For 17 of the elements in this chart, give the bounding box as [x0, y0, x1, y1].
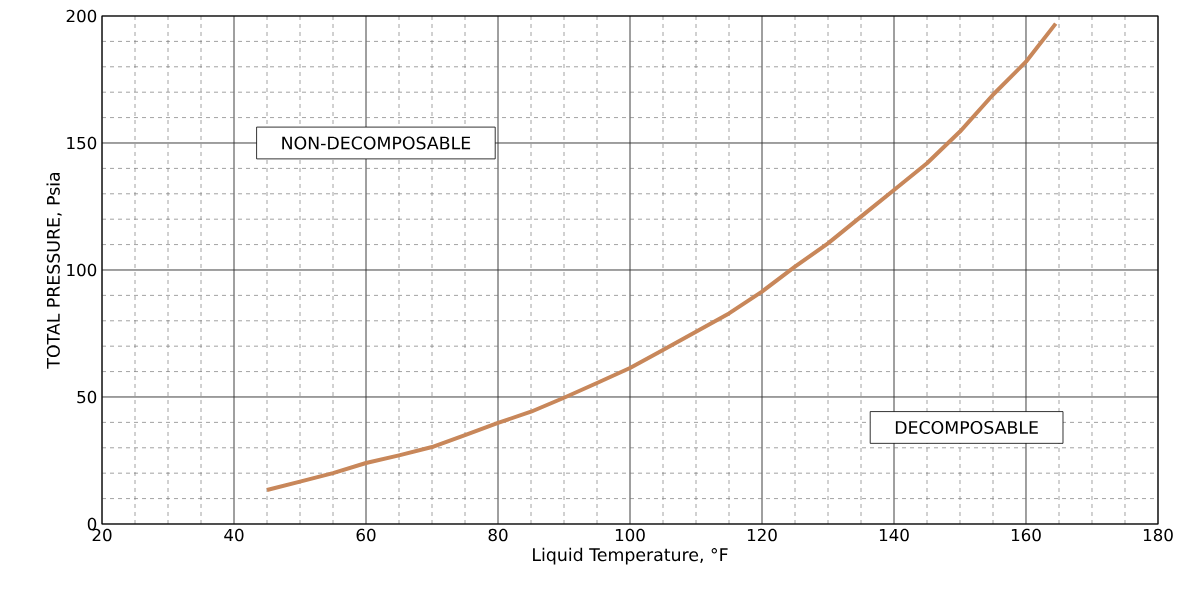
y-tick-label: 150 — [67, 136, 97, 150]
x-tick-label: 60 — [356, 528, 376, 542]
x-axis-title: Liquid Temperature, °F — [533, 547, 728, 565]
y-axis-title: TOTAL PRESSURE, Psia — [46, 172, 62, 369]
y-tick-label: 200 — [66, 9, 97, 23]
y-tick-label: 100 — [67, 263, 97, 277]
x-tick-label: 40 — [224, 528, 244, 542]
x-tick-label: 160 — [1011, 528, 1041, 542]
x-tick-label: 140 — [879, 528, 909, 542]
x-tick-label: 180 — [1143, 528, 1173, 542]
x-tick-label: 100 — [615, 528, 645, 542]
x-tick-label: 120 — [747, 528, 777, 542]
x-tick-label: 80 — [488, 528, 508, 542]
annotation: DECOMPOSABLE — [895, 420, 1038, 435]
y-tick-label: 50 — [77, 390, 97, 404]
annotation: NON-DECOMPOSABLE — [282, 136, 471, 150]
line-series — [265, 21, 1058, 492]
